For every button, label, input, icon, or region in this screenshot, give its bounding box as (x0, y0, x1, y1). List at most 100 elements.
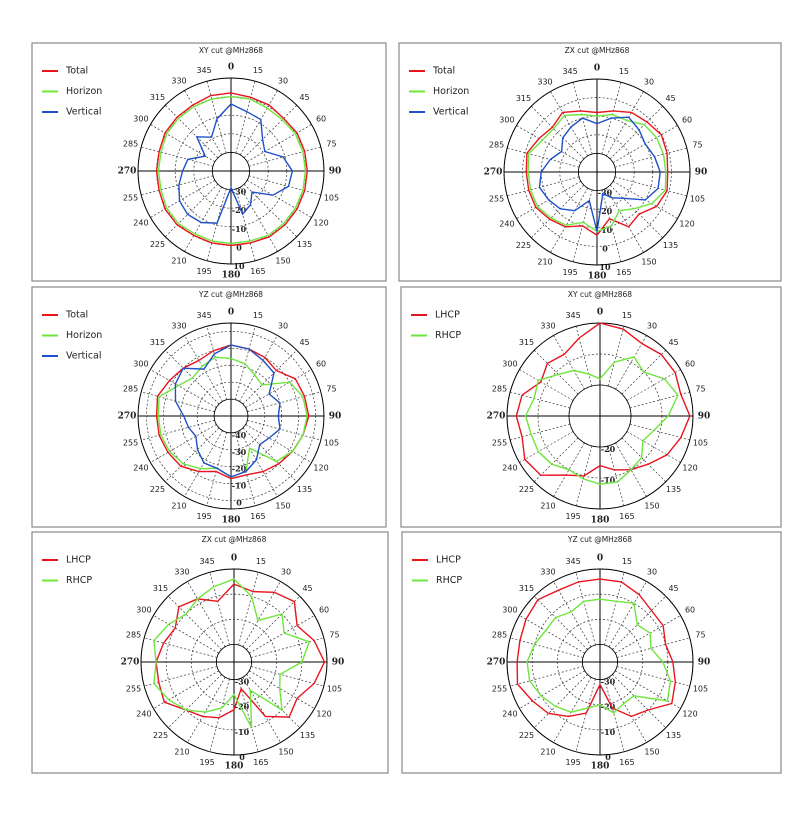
angle-label: 210 (171, 257, 186, 266)
outer-circle (503, 78, 691, 266)
r-tick-label: 0 (602, 243, 608, 253)
inner-circle (568, 384, 632, 448)
angle-label: 270 (484, 168, 503, 178)
series-line (524, 356, 679, 485)
outer-circle (137, 77, 325, 265)
spoke (243, 183, 298, 238)
grid-ring (531, 593, 669, 731)
legend-label: LHCP (66, 555, 91, 566)
r-tick-label: -20 (598, 206, 613, 216)
angle-label: 345 (199, 557, 214, 566)
spoke (153, 615, 219, 654)
angle-label: 180 (588, 272, 607, 282)
angle-label: 150 (644, 748, 659, 757)
spoke (150, 424, 217, 463)
angle-label: 30 (644, 77, 654, 86)
angle-label: 135 (666, 485, 681, 494)
spoke (605, 187, 644, 253)
angle-label: 330 (174, 567, 189, 576)
spoke (616, 666, 690, 687)
angle-label: 120 (313, 219, 328, 228)
spoke (519, 670, 585, 709)
angle-label: 0 (597, 554, 603, 564)
grid-ring (174, 114, 288, 228)
spoke (553, 677, 592, 743)
r-tick-label: -20 (235, 702, 250, 712)
spoke (239, 186, 278, 252)
panel (31, 42, 387, 282)
angle-label: 30 (278, 76, 288, 85)
angle-label: 45 (668, 584, 678, 593)
angle-label: 240 (502, 464, 517, 473)
spoke (164, 183, 219, 238)
angle-label: 315 (153, 584, 168, 593)
r-tick-label: 0 (239, 752, 245, 762)
outer-circle (137, 322, 325, 510)
spoke (519, 615, 585, 654)
inner-circle (582, 644, 618, 680)
angle-label: 150 (275, 257, 290, 266)
r-tick-label: -10 (232, 224, 247, 234)
spoke (553, 581, 592, 647)
spoke (533, 595, 588, 650)
r-tick-label: -10 (235, 727, 250, 737)
angle-label: 15 (253, 66, 263, 75)
r-tick-label: 10 (233, 261, 245, 271)
outer-circle (506, 568, 694, 756)
spoke (575, 572, 596, 646)
angle-label: 120 (682, 464, 697, 473)
grid-ring (540, 115, 654, 229)
angle-label: 75 (695, 385, 705, 394)
spoke (510, 666, 584, 687)
angle-label: 120 (679, 220, 694, 229)
angle-label: 15 (253, 311, 263, 320)
grid-ring (193, 133, 269, 209)
legend-label: Total (432, 66, 455, 77)
legend-label: RHCP (435, 330, 461, 341)
spoke (245, 424, 312, 463)
r-tick-label: 10 (599, 262, 611, 272)
angle-label: 330 (171, 321, 186, 330)
angle-label: 270 (121, 658, 140, 668)
spoke (609, 184, 664, 239)
chart-title: YZ cut @MHz868 (198, 290, 263, 299)
angle-label: 315 (519, 338, 534, 347)
angle-label: 45 (668, 338, 678, 347)
spoke (604, 678, 625, 752)
spoke (235, 432, 256, 506)
chart-title: XY cut @MHz868 (199, 46, 263, 55)
spoke (209, 678, 230, 752)
series-line (538, 116, 661, 232)
spoke (615, 615, 681, 654)
spoke (612, 595, 667, 650)
spoke (246, 674, 301, 729)
spoke (141, 391, 215, 412)
spoke (242, 581, 281, 647)
spoke (164, 104, 219, 159)
spoke (239, 335, 278, 402)
polar-chart: YZ cut @MHz868 0 15 30 45 60 75 90 105 120 135 150 1… (401, 531, 782, 774)
angle-label: 255 (492, 438, 507, 447)
angle-label: 150 (641, 258, 656, 267)
spoke (164, 427, 220, 483)
angle-label: 105 (327, 684, 342, 693)
spoke (206, 326, 227, 400)
angle-label: 90 (698, 412, 711, 422)
series-line (155, 583, 326, 719)
spoke (249, 615, 315, 654)
angle-label: 255 (123, 193, 138, 202)
series-line (515, 322, 691, 477)
angle-label: 165 (616, 268, 631, 277)
spoke (235, 326, 256, 400)
angle-label: 0 (231, 554, 237, 564)
angle-label: 345 (196, 66, 211, 75)
angle-label: 225 (150, 240, 165, 249)
angle-label: 75 (326, 385, 336, 394)
spoke (184, 335, 223, 402)
legend-label: Total (65, 310, 88, 321)
spoke (242, 677, 281, 743)
angle-label: 75 (326, 140, 336, 149)
angle-label: 120 (316, 710, 331, 719)
spoke (249, 670, 315, 709)
spoke (612, 674, 667, 729)
